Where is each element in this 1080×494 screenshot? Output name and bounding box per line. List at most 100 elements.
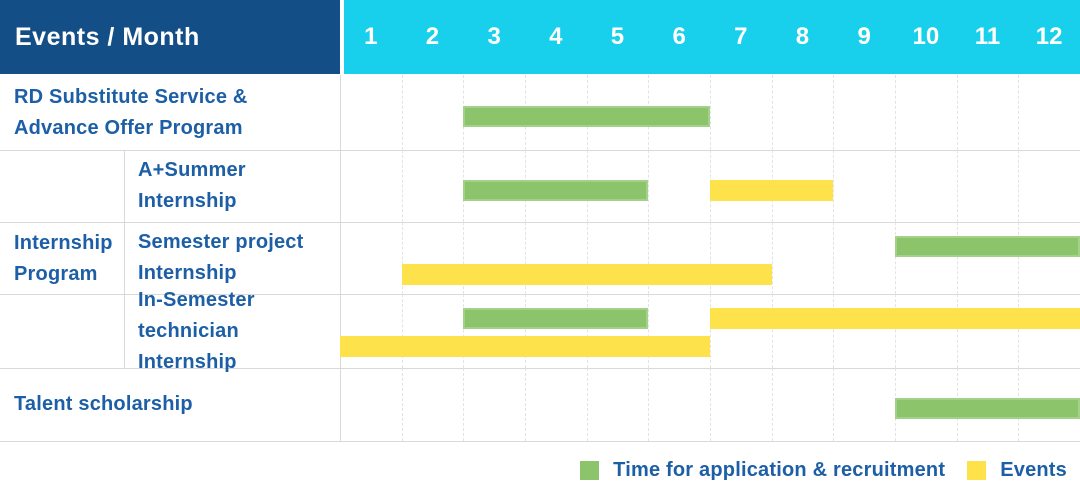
legend: Time for application & recruitment Event… [580, 452, 1067, 488]
group-label-line: Internship [14, 232, 113, 254]
month-header-12: 12 [1035, 23, 1063, 50]
month-grid-line [833, 222, 835, 294]
month-grid-line [586, 222, 588, 294]
row-label-line: Internship [138, 262, 237, 284]
month-grid-line [710, 222, 711, 294]
header-months-band: 1 2 3 4 5 6 7 8 9 10 11 12 [344, 0, 1080, 74]
application-bar-months-3-6 [463, 106, 710, 127]
row-label-rd-substitute-service: RD Substitute Service & Advance Offer Pro… [0, 75, 340, 150]
group-divider-line [124, 150, 125, 368]
month-grid-line [1018, 222, 1020, 294]
month-header-7: 7 [734, 23, 748, 50]
row-label-line: A+Summer [138, 159, 246, 181]
month-grid-line [648, 294, 650, 368]
month-grid-line [463, 222, 465, 294]
group-label-line: Program [14, 263, 98, 285]
row-label-line: In-Semester [138, 288, 255, 311]
application-bar-months-3-5 [463, 308, 649, 329]
month-grid-line [956, 75, 958, 150]
month-grid-line [401, 222, 403, 294]
header-title-cell: Events / Month [0, 0, 340, 74]
legend-swatch-application [580, 460, 600, 480]
row-label-line: Talent scholarship [14, 393, 193, 415]
month-grid-line [956, 294, 958, 368]
month-grid-line [833, 75, 835, 150]
row-label-in-semester-technician-internship: In-Semester technician Internship [124, 289, 340, 373]
month-grid-line [833, 294, 835, 368]
row-label-a-plus-summer-internship: A+Summer Internship [124, 150, 340, 222]
month-grid-line [1018, 75, 1020, 150]
row-label-line: Internship [138, 190, 237, 212]
row-separator-line [0, 441, 1080, 442]
month-grid-line [710, 294, 711, 368]
month-header-10: 10 [912, 23, 940, 50]
month-grid-line [710, 75, 711, 150]
chart-row-semester-project-internship [340, 222, 1080, 294]
event-bar-months-2-7 [401, 264, 772, 285]
month-grid-line [401, 368, 403, 441]
application-bar-months-10-12 [895, 398, 1080, 419]
row-label-line: RD Substitute Service & [14, 85, 248, 108]
group-label-internship-program: Internship Program [0, 150, 124, 368]
row-label-line: Semester project [138, 231, 304, 253]
row-separator-line [0, 368, 1080, 369]
month-grid-line [771, 368, 773, 441]
header-title: Events / Month [15, 22, 200, 51]
month-grid-line [771, 75, 773, 150]
month-grid-line [710, 368, 711, 441]
month-header-4: 4 [549, 23, 563, 50]
month-header-6: 6 [672, 23, 686, 50]
event-bar-months-1-6 [340, 336, 710, 357]
month-grid-line [525, 368, 526, 441]
month-grid-line [1018, 150, 1020, 222]
month-grid-line [833, 368, 835, 441]
month-grid-line [833, 150, 835, 222]
month-grid-line [895, 150, 896, 222]
month-header-11: 11 [974, 23, 1001, 50]
event-bar-months-7-12 [710, 308, 1080, 329]
row-separator-line [0, 222, 1080, 223]
month-header-8: 8 [795, 23, 810, 50]
chart-row-a-plus-summer-internship [340, 150, 1080, 222]
chart-row-rd-substitute-service [340, 75, 1080, 150]
month-grid-line [463, 368, 465, 441]
month-header-3: 3 [487, 23, 501, 50]
month-grid-line [401, 150, 403, 222]
month-grid-line [648, 150, 650, 222]
month-grid-line [1018, 294, 1020, 368]
month-grid-line [771, 294, 773, 368]
month-header-2: 2 [425, 23, 440, 50]
row-label-semester-project-internship: Semester project Internship [124, 222, 340, 294]
legend-label-application: Time for application & recruitment [613, 458, 946, 481]
application-bar-months-10-12 [895, 236, 1080, 257]
chart-row-talent-scholarship [340, 368, 1080, 441]
month-grid-line [648, 222, 650, 294]
month-header-9: 9 [857, 23, 871, 50]
month-grid-line [525, 222, 526, 294]
row-label-talent-scholarship: Talent scholarship [0, 368, 340, 441]
month-grid-line [895, 222, 896, 294]
row-label-line: technician Internship [138, 319, 239, 373]
month-grid-line [895, 75, 896, 150]
month-grid-line [895, 294, 896, 368]
application-bar-months-3-5 [463, 179, 649, 201]
month-grid-line [463, 294, 465, 368]
month-grid-line [525, 294, 526, 368]
legend-label-events: Events [1000, 458, 1067, 481]
month-grid-line [401, 294, 403, 368]
month-grid-line [771, 222, 773, 294]
month-grid-line [586, 294, 588, 368]
month-grid-line [648, 368, 650, 441]
month-header-5: 5 [610, 23, 625, 50]
month-grid-line [586, 368, 588, 441]
row-separator-line [0, 294, 1080, 295]
chart-row-in-semester-technician-internship [340, 294, 1080, 368]
month-grid-line [401, 75, 403, 150]
month-grid-line [956, 150, 958, 222]
row-separator-line [0, 150, 1080, 151]
event-bar-months-7-8 [710, 179, 834, 201]
month-grid-line [956, 222, 958, 294]
legend-swatch-events [967, 460, 987, 480]
label-chart-divider-line [340, 75, 341, 441]
